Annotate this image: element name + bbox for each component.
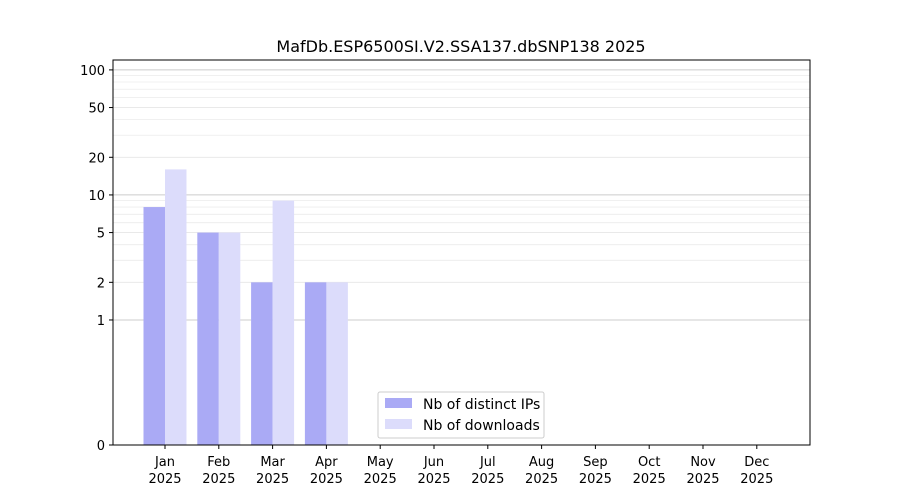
x-tick-label: 2025	[525, 472, 558, 487]
y-tick-label: 5	[97, 227, 105, 242]
x-tick-label: Jun	[423, 455, 444, 470]
x-tick-label: 2025	[686, 472, 719, 487]
x-tick-label: Feb	[207, 455, 230, 470]
x-tick-label: 2025	[364, 472, 397, 487]
x-tick-label: 2025	[417, 472, 450, 487]
x-tick-label: Nov	[690, 455, 716, 470]
x-tick-label: Oct	[638, 455, 660, 470]
x-tick-label: 2025	[740, 472, 773, 487]
x-tick-label: Dec	[744, 455, 769, 470]
bar	[197, 232, 219, 445]
x-tick-label: 2025	[256, 472, 289, 487]
plot-frame	[112, 59, 811, 446]
bar	[272, 200, 295, 445]
y-tick-label: 0	[97, 439, 105, 454]
y-tick-label: 2	[97, 276, 105, 291]
x-tick-label: Jul	[479, 455, 496, 470]
x-tick-label: Jan	[154, 455, 175, 470]
bar	[304, 282, 327, 445]
legend-label-distinct-ips: Nb of distinct IPs	[423, 397, 540, 413]
legend: Nb of distinct IPs Nb of downloads	[377, 391, 545, 439]
legend-swatch-downloads	[385, 419, 412, 429]
bars	[143, 169, 348, 445]
x-tick-label: 2025	[471, 472, 504, 487]
x-axis: Jan 2025 Feb 2025 Mar 2025 Apr 2025 May 2025 Jun 20…	[148, 445, 773, 487]
x-tick-label: Aug	[529, 455, 554, 470]
x-tick-label: 2025	[310, 472, 343, 487]
grid-lines	[113, 69, 810, 446]
x-tick-label: 2025	[148, 472, 181, 487]
bar	[143, 207, 165, 445]
x-tick-label: May	[367, 455, 394, 470]
bar	[251, 282, 273, 445]
y-axis: 0 1 2 5 10 20 50 100	[80, 64, 113, 454]
y-tick-label: 1	[97, 314, 105, 329]
x-tick-label: Apr	[315, 455, 338, 470]
x-tick-label: 2025	[579, 472, 612, 487]
x-tick-label: 2025	[202, 472, 235, 487]
legend-label-downloads: Nb of downloads	[423, 418, 540, 434]
y-tick-label: 50	[88, 102, 105, 117]
bar	[165, 169, 187, 445]
x-tick-label: Mar	[260, 455, 285, 470]
bar	[326, 282, 348, 445]
y-tick-label: 100	[80, 64, 105, 79]
legend-swatch-distinct-ips	[385, 398, 412, 408]
x-tick-label: Sep	[583, 455, 608, 470]
y-tick-label: 20	[88, 151, 105, 166]
x-tick-label: 2025	[633, 472, 666, 487]
bar	[218, 232, 241, 445]
legend-box	[377, 391, 545, 439]
chart-title: MafDb.ESP6500SI.V2.SSA137.dbSNP138 2025	[276, 37, 645, 56]
y-tick-label: 10	[88, 189, 105, 204]
